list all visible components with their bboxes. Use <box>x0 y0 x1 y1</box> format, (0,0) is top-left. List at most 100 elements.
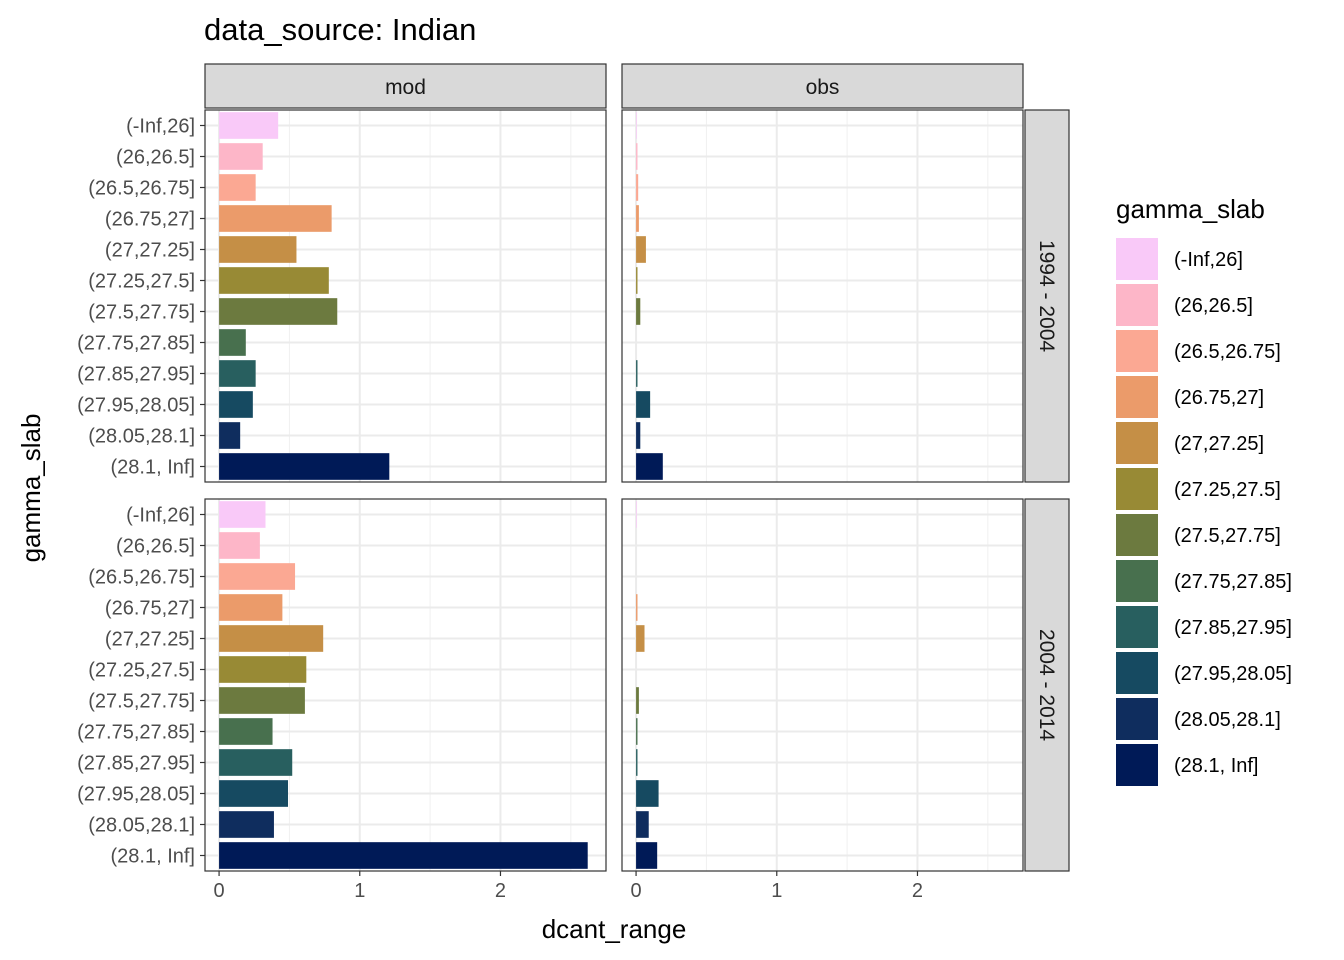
bar <box>219 391 253 418</box>
legend-key <box>1116 744 1158 786</box>
legend: gamma_slab (-Inf,26] (26,26.5] (26.5,26.75… <box>1116 194 1292 786</box>
y-tick-label: (27.85,27.95] <box>77 364 195 386</box>
y-tick-label: (27.25,27.5] <box>88 271 195 293</box>
bar <box>219 236 297 263</box>
bar <box>636 687 639 714</box>
legend-label: (27,27.25] <box>1174 433 1264 455</box>
y-tick-label: (27.5,27.75] <box>88 302 195 324</box>
bar <box>219 656 307 683</box>
legend-key <box>1116 330 1158 372</box>
legend-label: (27.95,28.05] <box>1174 663 1292 685</box>
bar <box>219 205 332 232</box>
bar <box>219 174 256 201</box>
bar <box>219 718 273 745</box>
y-tick-label: (28.1, Inf] <box>111 457 196 479</box>
bar <box>636 780 659 807</box>
y-tick-label: (-Inf,26] <box>126 116 195 138</box>
x-tick-label: 1 <box>354 880 365 902</box>
legend-key <box>1116 238 1158 280</box>
panel-obs-1 <box>621 498 1024 872</box>
bar <box>219 563 296 590</box>
legend-label: (28.1, Inf] <box>1174 755 1259 777</box>
bar <box>636 143 638 170</box>
x-tick-label: 1 <box>771 880 782 902</box>
column-strip-label: mod <box>385 76 426 99</box>
bar <box>636 236 646 263</box>
bar <box>636 501 637 528</box>
panel-border <box>621 498 1024 872</box>
bar <box>219 329 246 356</box>
y-tick-label: (-Inf,26] <box>126 505 195 527</box>
x-tick-label: 0 <box>214 880 225 902</box>
bar <box>636 112 637 139</box>
panel-border <box>621 109 1024 483</box>
bar <box>219 749 293 776</box>
legend-label: (26,26.5] <box>1174 295 1253 317</box>
bar <box>636 422 641 449</box>
bar <box>219 501 266 528</box>
y-tick-label: (27.75,27.85] <box>77 333 195 355</box>
bar <box>219 780 289 807</box>
y-tick-label: (26.75,27] <box>105 209 195 231</box>
panel-obs-0 <box>621 109 1024 483</box>
axes: (-Inf,26] (26,26.5] (26.5,26.75] (26.75,27]… <box>77 116 923 903</box>
legend-key <box>1116 606 1158 648</box>
panel-border <box>204 109 607 483</box>
bar <box>636 453 663 480</box>
column-strip-mod <box>204 63 607 109</box>
legend-key <box>1116 514 1158 556</box>
panels <box>204 109 1024 872</box>
bar <box>219 594 283 621</box>
bar <box>636 391 651 418</box>
bar <box>219 360 256 387</box>
bar <box>636 842 658 869</box>
legend-key <box>1116 284 1158 326</box>
row-strip <box>1024 498 1070 872</box>
row-strip-label: 1994 - 2004 <box>1035 240 1058 352</box>
chart-title: data_source: Indian <box>204 12 476 47</box>
y-tick-label: (27.95,28.05] <box>77 395 195 417</box>
legend-title: gamma_slab <box>1116 194 1265 224</box>
bar <box>219 625 324 652</box>
facet-strips: mod obs 1994 - 2004 2004 - 2014 <box>204 63 1070 872</box>
bar <box>219 532 260 559</box>
y-tick-label: (27.5,27.75] <box>88 691 195 713</box>
bar <box>219 267 329 294</box>
bar <box>219 422 241 449</box>
y-tick-label: (28.1, Inf] <box>111 846 196 868</box>
legend-key <box>1116 698 1158 740</box>
bar <box>636 749 638 776</box>
row-strip <box>1024 109 1070 483</box>
bar <box>636 174 639 201</box>
y-tick-label: (27,27.25] <box>105 240 195 262</box>
legend-label: (28.05,28.1] <box>1174 709 1281 731</box>
bar <box>636 205 639 232</box>
y-axis-title: gamma_slab <box>16 414 46 563</box>
y-tick-label: (27,27.25] <box>105 629 195 651</box>
y-tick-label: (27.25,27.5] <box>88 660 195 682</box>
bar <box>636 594 638 621</box>
legend-label: (27.75,27.85] <box>1174 571 1292 593</box>
legend-key <box>1116 422 1158 464</box>
bar <box>219 298 338 325</box>
column-strip-obs <box>621 63 1024 109</box>
row-strip-label: 2004 - 2014 <box>1035 629 1058 741</box>
legend-label: (26.5,26.75] <box>1174 341 1281 363</box>
y-tick-label: (28.05,28.1] <box>88 815 195 837</box>
legend-key <box>1116 560 1158 602</box>
legend-label: (27.5,27.75] <box>1174 525 1281 547</box>
legend-key <box>1116 376 1158 418</box>
bar <box>636 625 645 652</box>
x-tick-label: 2 <box>495 880 506 902</box>
column-strip-label: obs <box>806 76 840 99</box>
y-tick-label: (26,26.5] <box>116 147 195 169</box>
y-tick-label: (26.5,26.75] <box>88 178 195 200</box>
y-tick-label: (28.05,28.1] <box>88 426 195 448</box>
panel-mod-1 <box>204 498 607 872</box>
bar <box>636 267 638 294</box>
y-tick-label: (27.85,27.95] <box>77 753 195 775</box>
bar <box>636 811 649 838</box>
panel-border <box>204 498 607 872</box>
y-tick-label: (26,26.5] <box>116 536 195 558</box>
